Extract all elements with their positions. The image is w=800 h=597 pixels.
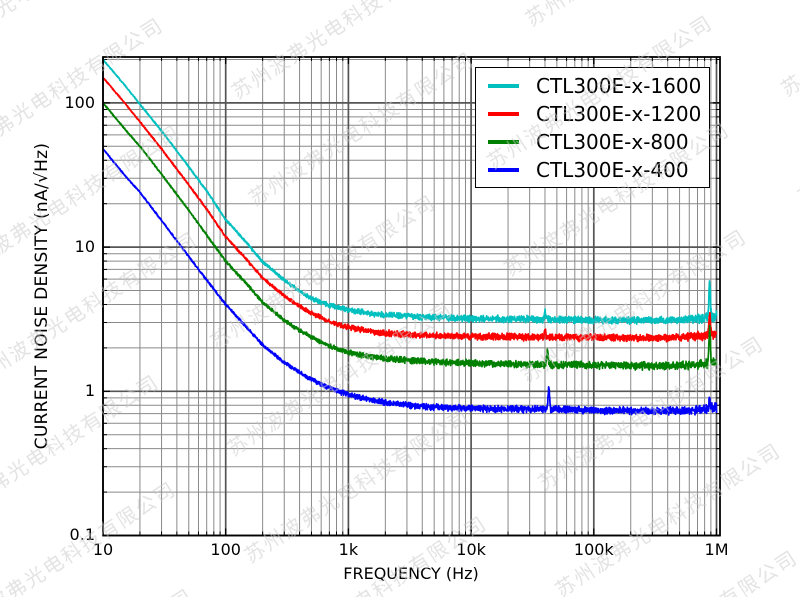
legend-line-swatch-blue (488, 167, 519, 172)
series-line-CTL300E-x-400 (103, 148, 718, 416)
y-tick-label-10: 10 (74, 237, 95, 256)
x-axis-title: FREQUENCY (Hz) (343, 564, 479, 583)
series-line-CTL300E-x-1200 (103, 77, 718, 343)
y-tick-label-1: 1 (84, 381, 95, 400)
legend-line-swatch-cyan (488, 83, 519, 88)
y-tick-label-0p1: 0.1 (69, 525, 95, 544)
legend-item-1600: CTL300E-x-1600 (476, 72, 709, 100)
x-tick-label-100: 100 (210, 540, 241, 559)
legend-line-swatch-green (488, 139, 519, 144)
legend-item-1200: CTL300E-x-1200 (476, 100, 709, 128)
x-tick-label-10: 10 (92, 540, 114, 559)
legend-label: CTL300E-x-1600 (536, 73, 702, 98)
legend-label: CTL300E-x-1200 (536, 101, 702, 126)
series-line-CTL300E-x-1600 (103, 58, 718, 325)
legend-line-swatch-red (488, 111, 519, 116)
x-tick-label-1M: 1M (704, 540, 729, 559)
y-axis-title: CURRENT NOISE DENSITY (nA/√Hz) (32, 142, 52, 450)
legend-item-400: CTL300E-x-400 (476, 156, 709, 184)
legend-item-800: CTL300E-x-800 (476, 128, 709, 156)
legend-label: CTL300E-x-800 (536, 129, 689, 154)
legend: CTL300E-x-1600 CTL300E-x-1200 CTL300E-x-… (475, 67, 710, 188)
x-tick-label-10k: 10k (456, 540, 486, 559)
x-tick-label-100k: 100k (573, 540, 614, 559)
legend-label: CTL300E-x-400 (536, 157, 689, 182)
series-line-CTL300E-x-800 (103, 102, 718, 372)
x-tick-label-1k: 1k (338, 540, 359, 559)
axes-spines (102, 56, 721, 537)
y-tick-label-100: 100 (64, 93, 95, 112)
